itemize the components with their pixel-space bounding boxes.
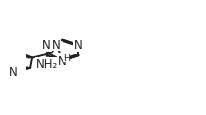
Text: H: H (63, 54, 70, 63)
Text: N: N (58, 54, 67, 67)
Text: N: N (9, 66, 18, 79)
Text: N: N (42, 39, 51, 52)
Text: N: N (74, 39, 83, 52)
Text: N: N (52, 38, 61, 51)
Text: NH₂: NH₂ (35, 58, 58, 71)
